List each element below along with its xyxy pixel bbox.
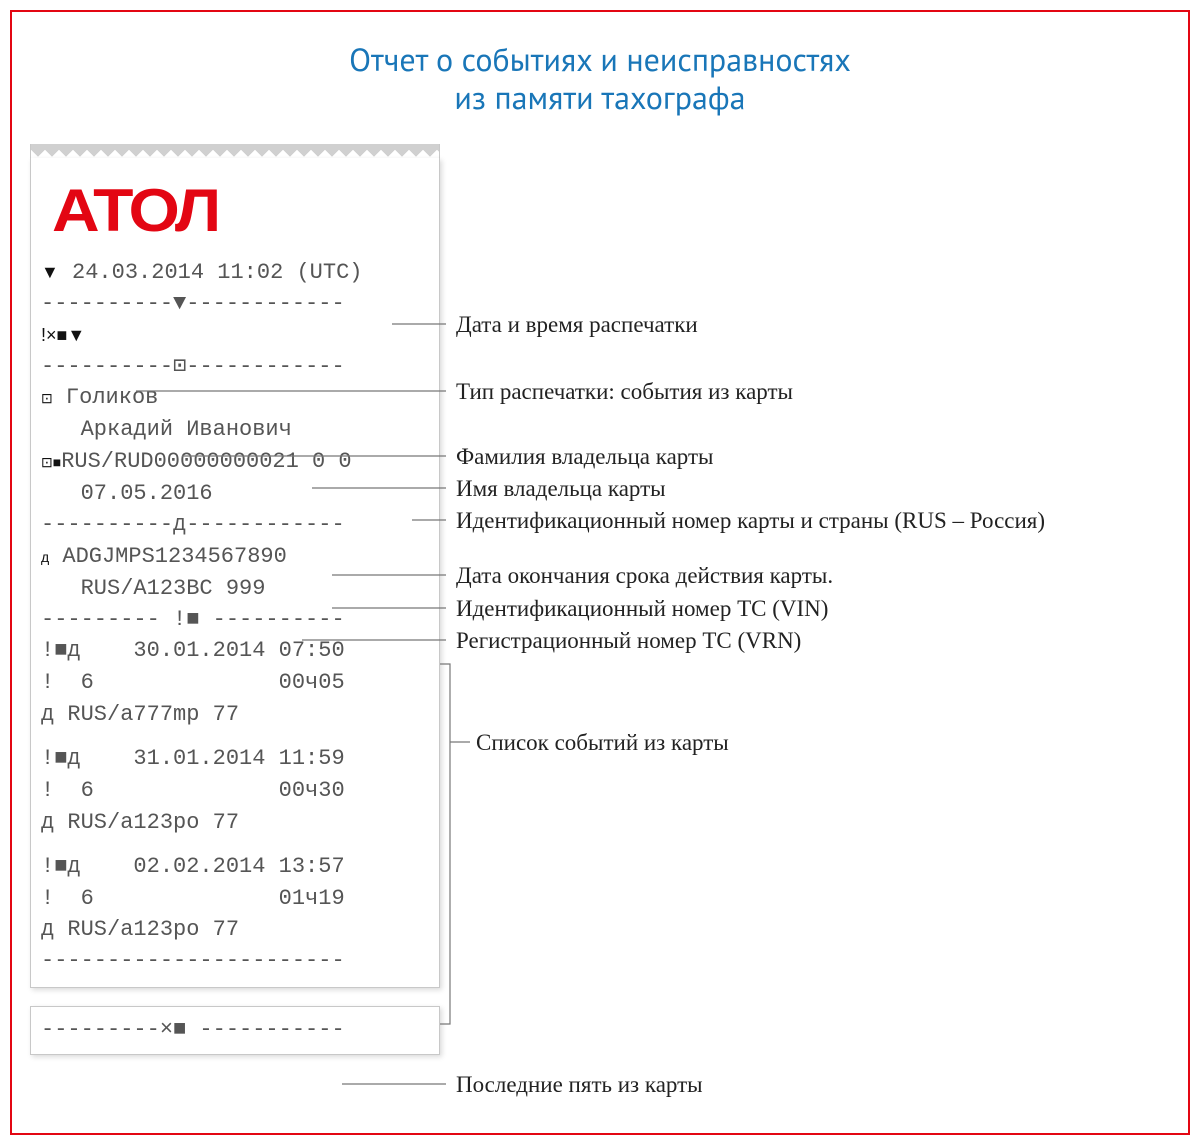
logo-atol: АТОЛ [41,166,468,257]
annotation-a_datetime: Дата и время распечатки [456,312,698,338]
line-expiry: 07.05.2016 [41,478,429,510]
datetime-text: 24.03.2014 11:02 (UTC) [59,260,363,285]
event-2-head: !■д 02.02.2014 13:57 [41,851,429,883]
line-surname: ⊡ Голиков [41,382,429,414]
receipt-body: АТОЛ ▼ 24.03.2014 11:02 (UTC) ----------… [30,158,440,988]
divider-1: ----------▼------------ [41,289,429,320]
annotation-a_expiry: Дата окончания срока действия карты. [456,563,833,589]
clock-icon: ▼ [41,262,59,282]
title-line1: Отчет о событиях и неисправностях [349,38,851,80]
surname-text: Голиков [53,385,159,410]
gap [41,839,429,851]
line-vrn: RUS/A123BC 999 [41,573,429,605]
vin-icon: д [41,549,49,565]
annotation-a_vin: Идентификационный номер ТС (VIN) [456,596,828,622]
line-cardid: ⊡■RUS/RUD00000000021 0 0 [41,446,429,478]
event-2-veh: д RUS/a123po 77 [41,914,429,946]
event-0-head: !■д 30.01.2014 07:50 [41,635,429,667]
gap [41,731,429,743]
event-0-dur: ! 6 00ч05 [41,667,429,699]
line-vin: д ADGJMPS1234567890 [41,541,429,573]
annotation-a_type: Тип распечатки: события из карты [456,379,793,405]
annotation-a_cardid: Идентификационный номер карты и страны (… [456,508,1045,534]
receipt: АТОЛ ▼ 24.03.2014 11:02 (UTC) ----------… [30,144,440,1055]
annotation-a_last5: Последние пять из карты [456,1072,703,1098]
divider-end: ----------------------- [41,946,429,977]
event-0-veh: д RUS/a777mp 77 [41,699,429,731]
printtype-icon: !×■▼ [41,325,85,345]
annotation-a_events: Список событий из карты [476,730,729,756]
content-area: АТОЛ ▼ 24.03.2014 11:02 (UTC) ----------… [12,144,1188,1124]
title-line2: из памяти тахографа [454,76,745,118]
divider-3: ----------д------------ [41,510,429,541]
divider-events: --------- !■ ---------- [41,605,429,636]
vin-text: ADGJMPS1234567890 [49,544,287,569]
cardid-icon: ⊡■ [41,454,61,470]
event-1-veh: д RUS/a123po 77 [41,807,429,839]
event-1-head: !■д 31.01.2014 11:59 [41,743,429,775]
receipt-tear-edge [30,144,440,158]
event-1-dur: ! 6 00ч30 [41,775,429,807]
cardid-text: RUS/RUD00000000021 0 0 [61,449,351,474]
annotation-a_vrn: Регистрационный номер ТС (VRN) [456,628,801,654]
event-2-dur: ! 6 01ч19 [41,883,429,915]
page-title: Отчет о событиях и неисправностях из пам… [12,12,1188,116]
annotation-a_surname: Фамилия владельца карты [456,444,713,470]
line-datetime: ▼ 24.03.2014 11:02 (UTC) [41,257,429,289]
card-icon: ⊡ [41,390,53,406]
annotation-a_name: Имя владельца карты [456,476,666,502]
line-name: Аркадий Иванович [41,414,429,446]
receipt-footer: ---------×■ ----------- [30,1006,440,1055]
outer-frame: Отчет о событиях и неисправностях из пам… [10,10,1190,1135]
line-printtype: !×■▼ [41,320,429,352]
last5-line: ---------×■ ----------- [41,1015,429,1046]
divider-2: ----------⊡------------ [41,352,429,383]
